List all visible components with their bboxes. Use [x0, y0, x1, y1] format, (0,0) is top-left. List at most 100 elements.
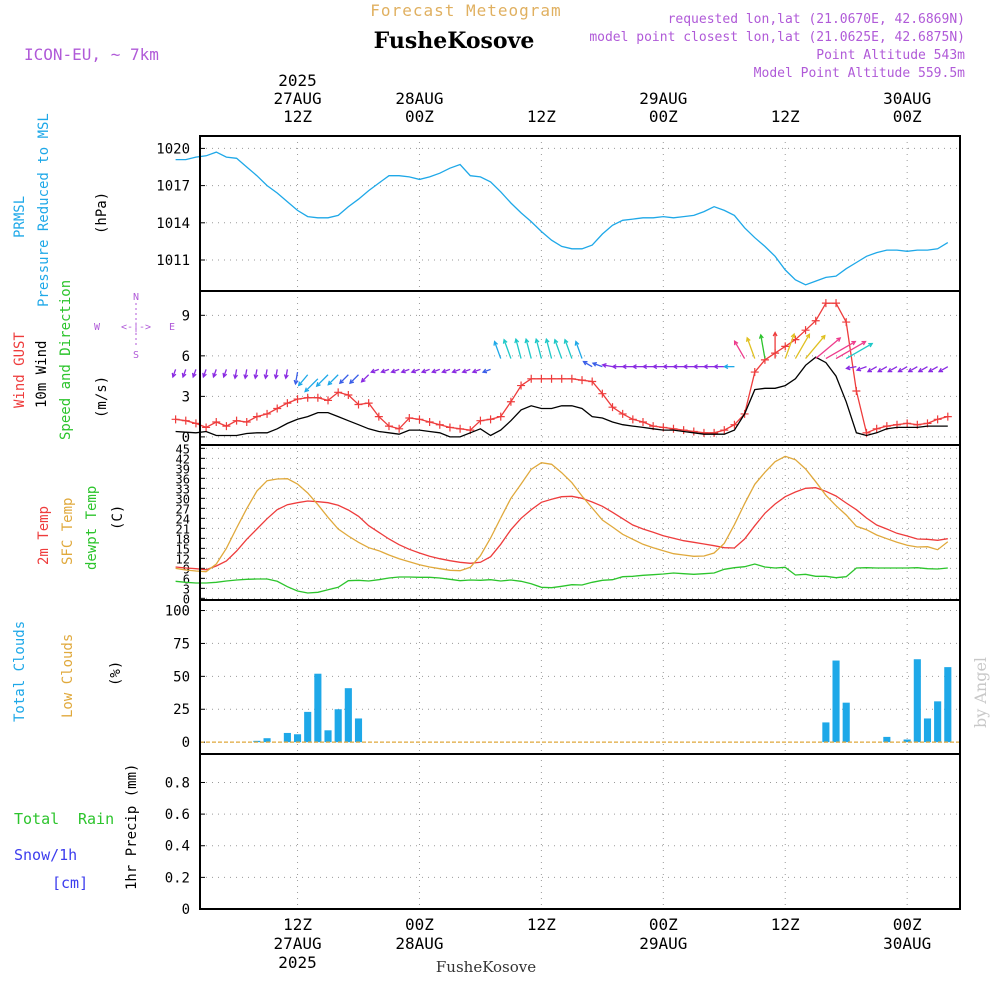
time-label: 12Z: [771, 107, 800, 126]
gust-marker: [699, 428, 708, 437]
wind-arrow: [908, 366, 918, 373]
wind-arrow: [493, 341, 502, 359]
wind-arrow: [835, 340, 866, 360]
wind-arrow-head: [836, 337, 842, 342]
gust-marker: [811, 316, 820, 325]
wind-arrow-head: [861, 340, 867, 346]
total-rain-label: Total: [14, 810, 59, 828]
bar: [354, 718, 363, 743]
wind-arrow-head: [621, 364, 627, 370]
y-tick-label: 0.8: [165, 775, 190, 791]
wind-arrow-head: [380, 368, 386, 374]
gust-marker: [354, 400, 363, 409]
wind-arrow-head: [692, 364, 698, 370]
wind-arrow: [298, 374, 309, 386]
wind-arrow: [938, 366, 949, 373]
wind-arrow-head: [544, 337, 550, 344]
y-tick-label: 30: [176, 492, 190, 506]
temp-unit: (C): [110, 505, 126, 530]
gust-marker: [242, 418, 251, 427]
y-tick-label: 1020: [156, 141, 190, 157]
wind-arrow: [784, 333, 795, 359]
compass-s: S: [133, 350, 139, 361]
wind-arrow: [515, 339, 522, 359]
location-title: FusheKosove: [374, 28, 535, 54]
wind-arrow-head: [851, 340, 857, 346]
wind-arrow: [815, 337, 841, 360]
gust-marker: [832, 299, 841, 308]
wind-arrow: [856, 366, 867, 371]
gust-marker: [689, 427, 698, 436]
wind-arrow-head: [662, 364, 668, 370]
y-tick-label: 1011: [156, 253, 190, 269]
gust-marker: [679, 426, 688, 435]
wind-arrow-head: [820, 334, 826, 340]
wind-arrow: [877, 366, 888, 373]
y-tick-label: 0.6: [165, 807, 190, 823]
time-label: 12Z: [527, 107, 556, 126]
gust-marker: [334, 388, 343, 397]
wind-arrow-head: [897, 367, 903, 373]
wind-arrow-head: [723, 364, 729, 370]
wind-arrow: [734, 340, 746, 359]
y-tick-label: 18: [176, 532, 190, 546]
y-tick-label: 0: [182, 430, 190, 446]
bar: [253, 740, 261, 743]
closest-coords: model point closest lon,lat (21.0625E, 4…: [589, 30, 965, 45]
gust-marker: [669, 424, 678, 433]
wind-arrow: [264, 369, 268, 379]
wind-arrow: [339, 374, 349, 384]
wind-arrow-head: [631, 364, 637, 370]
gust-marker: [425, 418, 434, 427]
wind-arrow: [462, 368, 471, 373]
wind-arrow-head: [390, 368, 396, 374]
y-tick-label: 0: [183, 592, 190, 606]
wind-dir-label: Speed and Direction: [58, 280, 74, 440]
wind-arrow: [867, 366, 878, 373]
gust-marker: [608, 403, 617, 412]
wind-arrow: [554, 339, 563, 359]
gust-marker: [821, 299, 830, 308]
panel-frame: [199, 135, 961, 292]
gust-marker: [415, 415, 424, 424]
wind-arrow-head: [866, 367, 872, 373]
y-tick-label: 3: [182, 389, 190, 405]
bar: [344, 688, 352, 743]
gust-marker: [283, 399, 292, 408]
y-tick-label: 24: [176, 512, 190, 526]
wind-arrow: [918, 366, 928, 373]
gust-marker: [273, 404, 282, 413]
wind-arrow-head: [253, 374, 259, 380]
gust-marker: [618, 409, 627, 418]
wind-arrow-head: [733, 340, 739, 346]
wind-panel: 0 3 6 9: [171, 290, 961, 446]
gust-marker: [578, 376, 587, 385]
wind-gust-label: Wind GUST: [12, 332, 28, 408]
wind-arrow-head: [233, 374, 239, 380]
precip-unit: 1hr Precip (mm): [124, 764, 140, 890]
wind-arrow-head: [534, 337, 540, 344]
bar: [334, 709, 342, 743]
y-tick-label: 100: [165, 604, 190, 620]
wind-arrow-head: [611, 364, 617, 370]
time-label: 28AUG: [395, 934, 443, 953]
bar: [304, 711, 312, 743]
wind-arrow-head: [937, 367, 944, 373]
wind-arrow-head: [855, 366, 862, 372]
time-label: 00Z: [405, 915, 434, 934]
wind-arrow-head: [304, 387, 310, 393]
time-label: 28AUG: [395, 89, 443, 108]
requested-coords: requested lon,lat (21.0670E, 42.6869N): [668, 12, 965, 27]
y-tick-label: 9: [183, 562, 190, 576]
gust-marker: [506, 397, 515, 406]
y-tick-label: 3: [183, 582, 190, 596]
wind-arrow: [361, 374, 370, 383]
wind-arrow-head: [263, 374, 269, 380]
gust-marker: [750, 368, 759, 377]
y-tick-label: 27: [176, 502, 190, 516]
total-rain-label-b: Rain: [78, 810, 114, 828]
series-line: [175, 356, 948, 438]
